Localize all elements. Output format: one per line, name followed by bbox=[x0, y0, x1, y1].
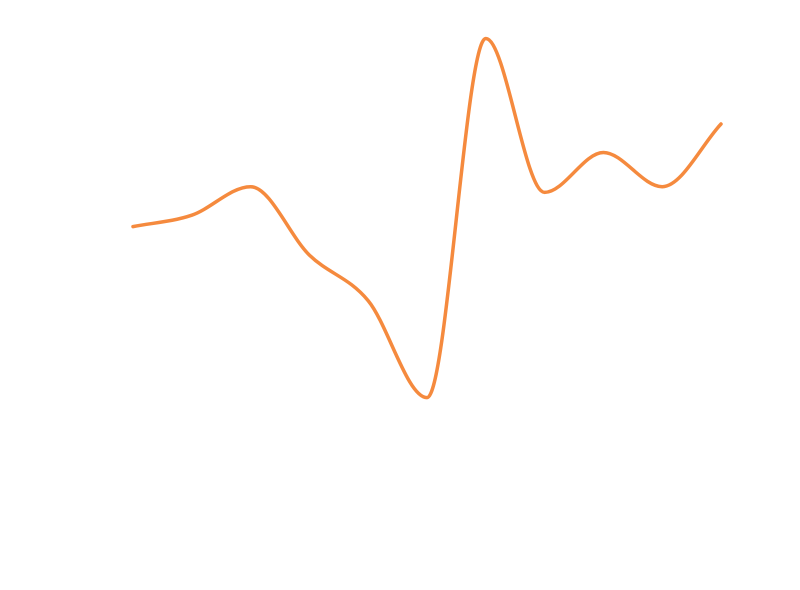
data-point-0-7 bbox=[541, 188, 549, 196]
data-point-0-1 bbox=[188, 211, 196, 219]
series-line-0 bbox=[131, 36, 723, 400]
data-point-0-9 bbox=[658, 183, 666, 191]
series-layer bbox=[131, 36, 723, 400]
points-layer bbox=[129, 35, 725, 402]
data-point-0-6 bbox=[482, 35, 490, 43]
data-point-0-5 bbox=[423, 394, 431, 402]
data-point-0-2 bbox=[247, 183, 255, 191]
data-point-0-0 bbox=[129, 223, 137, 231]
data-point-0-4 bbox=[364, 297, 372, 305]
data-point-0-10 bbox=[717, 120, 725, 128]
data-point-0-8 bbox=[599, 149, 607, 157]
data-point-0-3 bbox=[305, 251, 313, 259]
